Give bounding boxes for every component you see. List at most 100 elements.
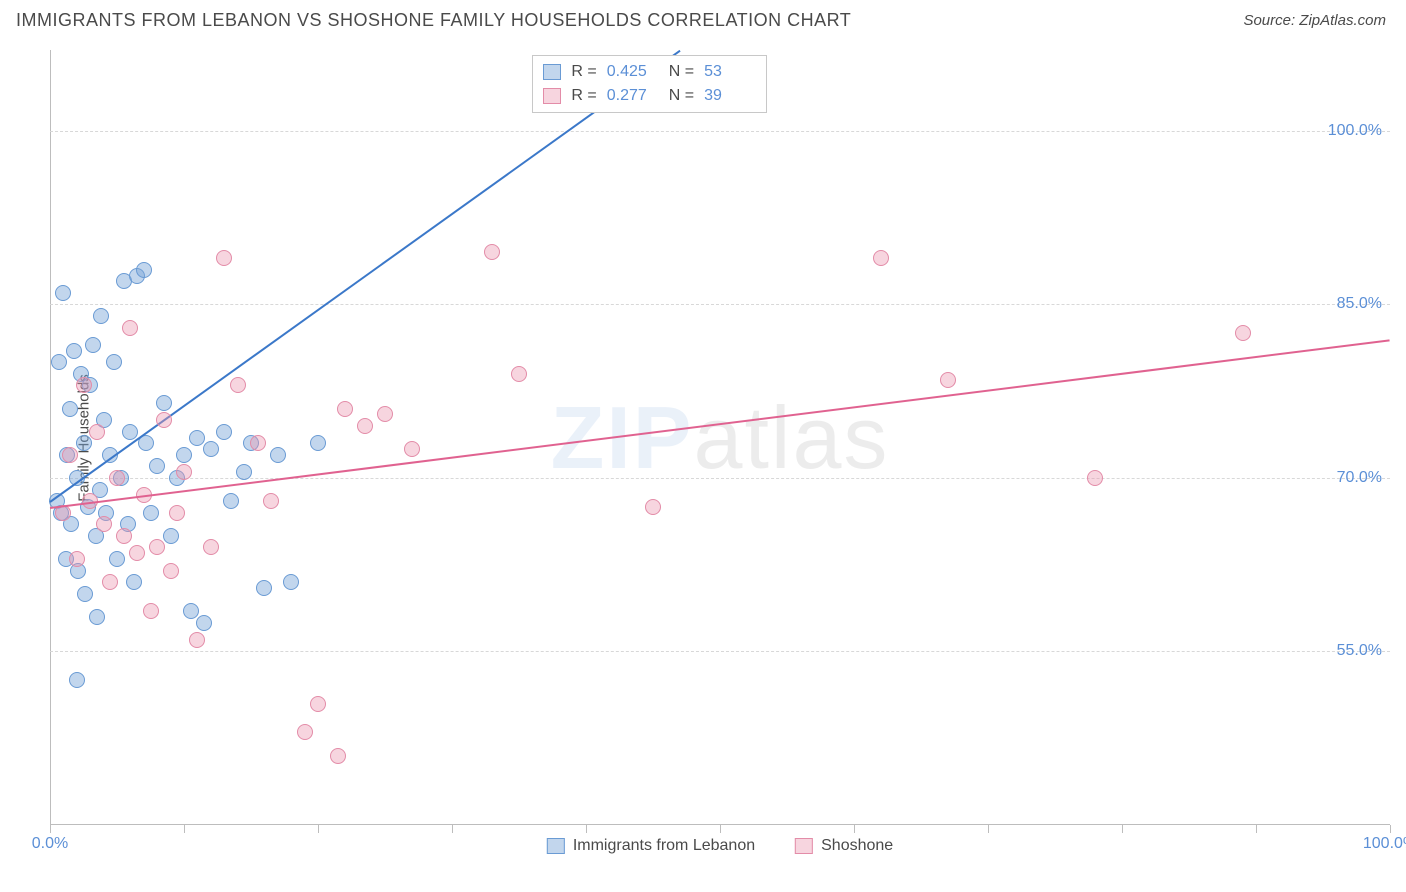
scatter-point (196, 615, 212, 631)
x-tick-mark (586, 825, 587, 833)
gridline (50, 478, 1390, 479)
scatter-point (156, 412, 172, 428)
scatter-point (163, 528, 179, 544)
scatter-point (85, 337, 101, 353)
scatter-point (62, 401, 78, 417)
scatter-point (62, 447, 78, 463)
scatter-point (1087, 470, 1103, 486)
x-tick-mark (184, 825, 185, 833)
x-tick-mark (720, 825, 721, 833)
stat-r-label: R = (571, 60, 596, 84)
scatter-point (149, 539, 165, 555)
gridline (50, 131, 1390, 132)
scatter-point (77, 586, 93, 602)
x-tick-mark (1390, 825, 1391, 833)
scatter-point (230, 377, 246, 393)
scatter-point (377, 406, 393, 422)
stat-n-value: 53 (704, 60, 756, 84)
scatter-point (129, 545, 145, 561)
scatter-point (484, 244, 500, 260)
x-tick-mark (988, 825, 989, 833)
scatter-point (940, 372, 956, 388)
stat-n-label: N = (669, 60, 694, 84)
x-tick-label: 100.0% (1363, 835, 1406, 853)
scatter-point (310, 696, 326, 712)
scatter-point (236, 464, 252, 480)
scatter-point (176, 464, 192, 480)
stats-legend: R = 0.425 N = 53 R = 0.277 N = 39 (532, 55, 767, 113)
scatter-point (122, 424, 138, 440)
legend-swatch (543, 64, 561, 80)
scatter-point (106, 354, 122, 370)
legend-swatch (547, 838, 565, 854)
scatter-point (511, 366, 527, 382)
scatter-point (256, 580, 272, 596)
scatter-point (136, 262, 152, 278)
correlation-chart: Family Households ZIPatlas 55.0%70.0%85.… (50, 50, 1390, 825)
scatter-point (189, 430, 205, 446)
stat-n-label: N = (669, 84, 694, 108)
scatter-point (223, 493, 239, 509)
x-tick-label: 0.0% (32, 835, 68, 853)
stat-r-value: 0.277 (607, 84, 659, 108)
scatter-point (116, 528, 132, 544)
stats-legend-row: R = 0.277 N = 39 (543, 84, 756, 108)
scatter-point (1235, 325, 1251, 341)
scatter-point (89, 609, 105, 625)
scatter-point (176, 447, 192, 463)
x-tick-mark (452, 825, 453, 833)
scatter-point (283, 574, 299, 590)
scatter-point (109, 551, 125, 567)
scatter-point (51, 354, 67, 370)
stats-legend-row: R = 0.425 N = 53 (543, 60, 756, 84)
y-tick-label: 70.0% (1337, 469, 1382, 487)
scatter-point (122, 320, 138, 336)
scatter-point (216, 250, 232, 266)
x-tick-mark (1256, 825, 1257, 833)
scatter-point (76, 377, 92, 393)
legend-label: Immigrants from Lebanon (573, 837, 755, 855)
scatter-point (126, 574, 142, 590)
scatter-point (337, 401, 353, 417)
scatter-point (143, 603, 159, 619)
stat-n-value: 39 (704, 84, 756, 108)
scatter-point (156, 395, 172, 411)
gridline (50, 651, 1390, 652)
regression-line (50, 339, 1390, 509)
scatter-point (203, 539, 219, 555)
scatter-point (109, 470, 125, 486)
scatter-point (69, 672, 85, 688)
source-attribution: Source: ZipAtlas.com (1243, 12, 1386, 29)
y-tick-label: 100.0% (1328, 122, 1382, 140)
scatter-point (76, 435, 92, 451)
scatter-point (263, 493, 279, 509)
scatter-point (102, 574, 118, 590)
scatter-point (96, 516, 112, 532)
bottom-legend: Immigrants from Lebanon Shoshone (547, 837, 893, 855)
scatter-point (69, 551, 85, 567)
scatter-point (93, 308, 109, 324)
scatter-point (310, 435, 326, 451)
scatter-point (357, 418, 373, 434)
scatter-point (55, 285, 71, 301)
stat-r-value: 0.425 (607, 60, 659, 84)
y-tick-label: 55.0% (1337, 642, 1382, 660)
scatter-point (89, 424, 105, 440)
scatter-point (183, 603, 199, 619)
legend-item: Immigrants from Lebanon (547, 837, 755, 855)
chart-title: IMMIGRANTS FROM LEBANON VS SHOSHONE FAMI… (16, 10, 851, 31)
scatter-point (330, 748, 346, 764)
stat-r-label: R = (571, 84, 596, 108)
scatter-point (250, 435, 266, 451)
scatter-point (645, 499, 661, 515)
legend-label: Shoshone (821, 837, 893, 855)
scatter-point (404, 441, 420, 457)
scatter-point (163, 563, 179, 579)
legend-swatch (543, 88, 561, 104)
scatter-point (873, 250, 889, 266)
gridline (50, 304, 1390, 305)
x-tick-mark (854, 825, 855, 833)
watermark-atlas: atlas (694, 388, 890, 487)
scatter-point (203, 441, 219, 457)
scatter-point (149, 458, 165, 474)
